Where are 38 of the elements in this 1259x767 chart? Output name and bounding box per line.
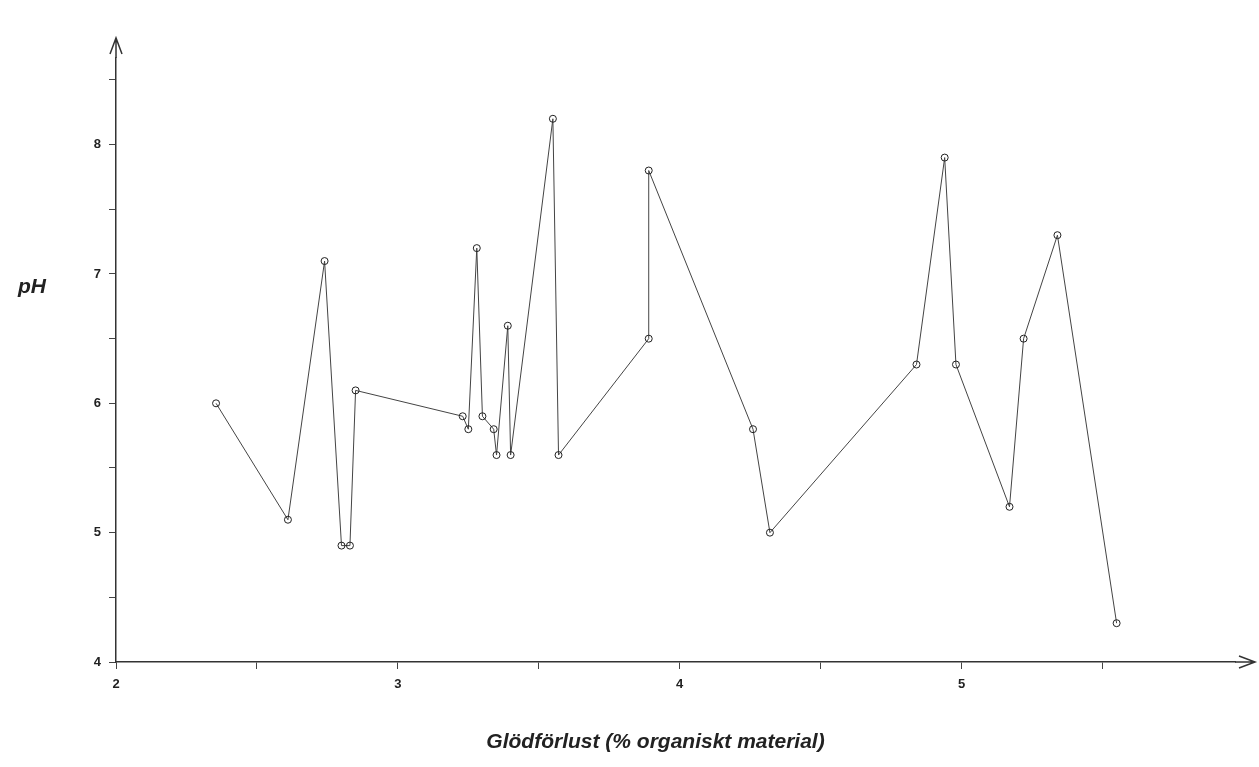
point xyxy=(1005,502,1014,511)
point xyxy=(951,360,960,369)
point xyxy=(212,399,221,408)
x-tick-label: 4 xyxy=(676,676,685,692)
y-tick-label: 8 xyxy=(93,136,101,152)
point xyxy=(1112,619,1121,628)
point xyxy=(492,451,501,460)
point xyxy=(912,360,921,369)
point xyxy=(506,451,515,460)
point xyxy=(458,412,467,421)
y-tick-label: 5 xyxy=(93,524,101,540)
point xyxy=(489,425,498,434)
point xyxy=(765,528,774,537)
point xyxy=(283,515,292,524)
x-axis-title: Glödförlust (% organiskt material) xyxy=(486,728,825,752)
point xyxy=(749,425,758,434)
point xyxy=(940,153,949,162)
point xyxy=(503,321,512,330)
y-tick-label: 4 xyxy=(93,653,102,669)
point xyxy=(644,166,653,175)
point xyxy=(351,386,360,395)
point xyxy=(554,451,563,460)
point xyxy=(472,244,481,253)
point xyxy=(548,114,557,123)
y-tick-label: 7 xyxy=(93,265,101,281)
x-tick-label: 5 xyxy=(957,676,966,692)
x-tick-label: 3 xyxy=(394,676,402,692)
point xyxy=(1019,334,1028,343)
point xyxy=(464,425,473,434)
y-axis-title: pH xyxy=(17,273,47,297)
point xyxy=(1053,231,1062,240)
point xyxy=(478,412,487,421)
x-tick-label: 2 xyxy=(112,676,120,692)
point xyxy=(644,334,653,343)
y-tick-label: 6 xyxy=(93,394,101,410)
point xyxy=(337,541,346,550)
point xyxy=(345,541,354,550)
point xyxy=(320,257,329,266)
